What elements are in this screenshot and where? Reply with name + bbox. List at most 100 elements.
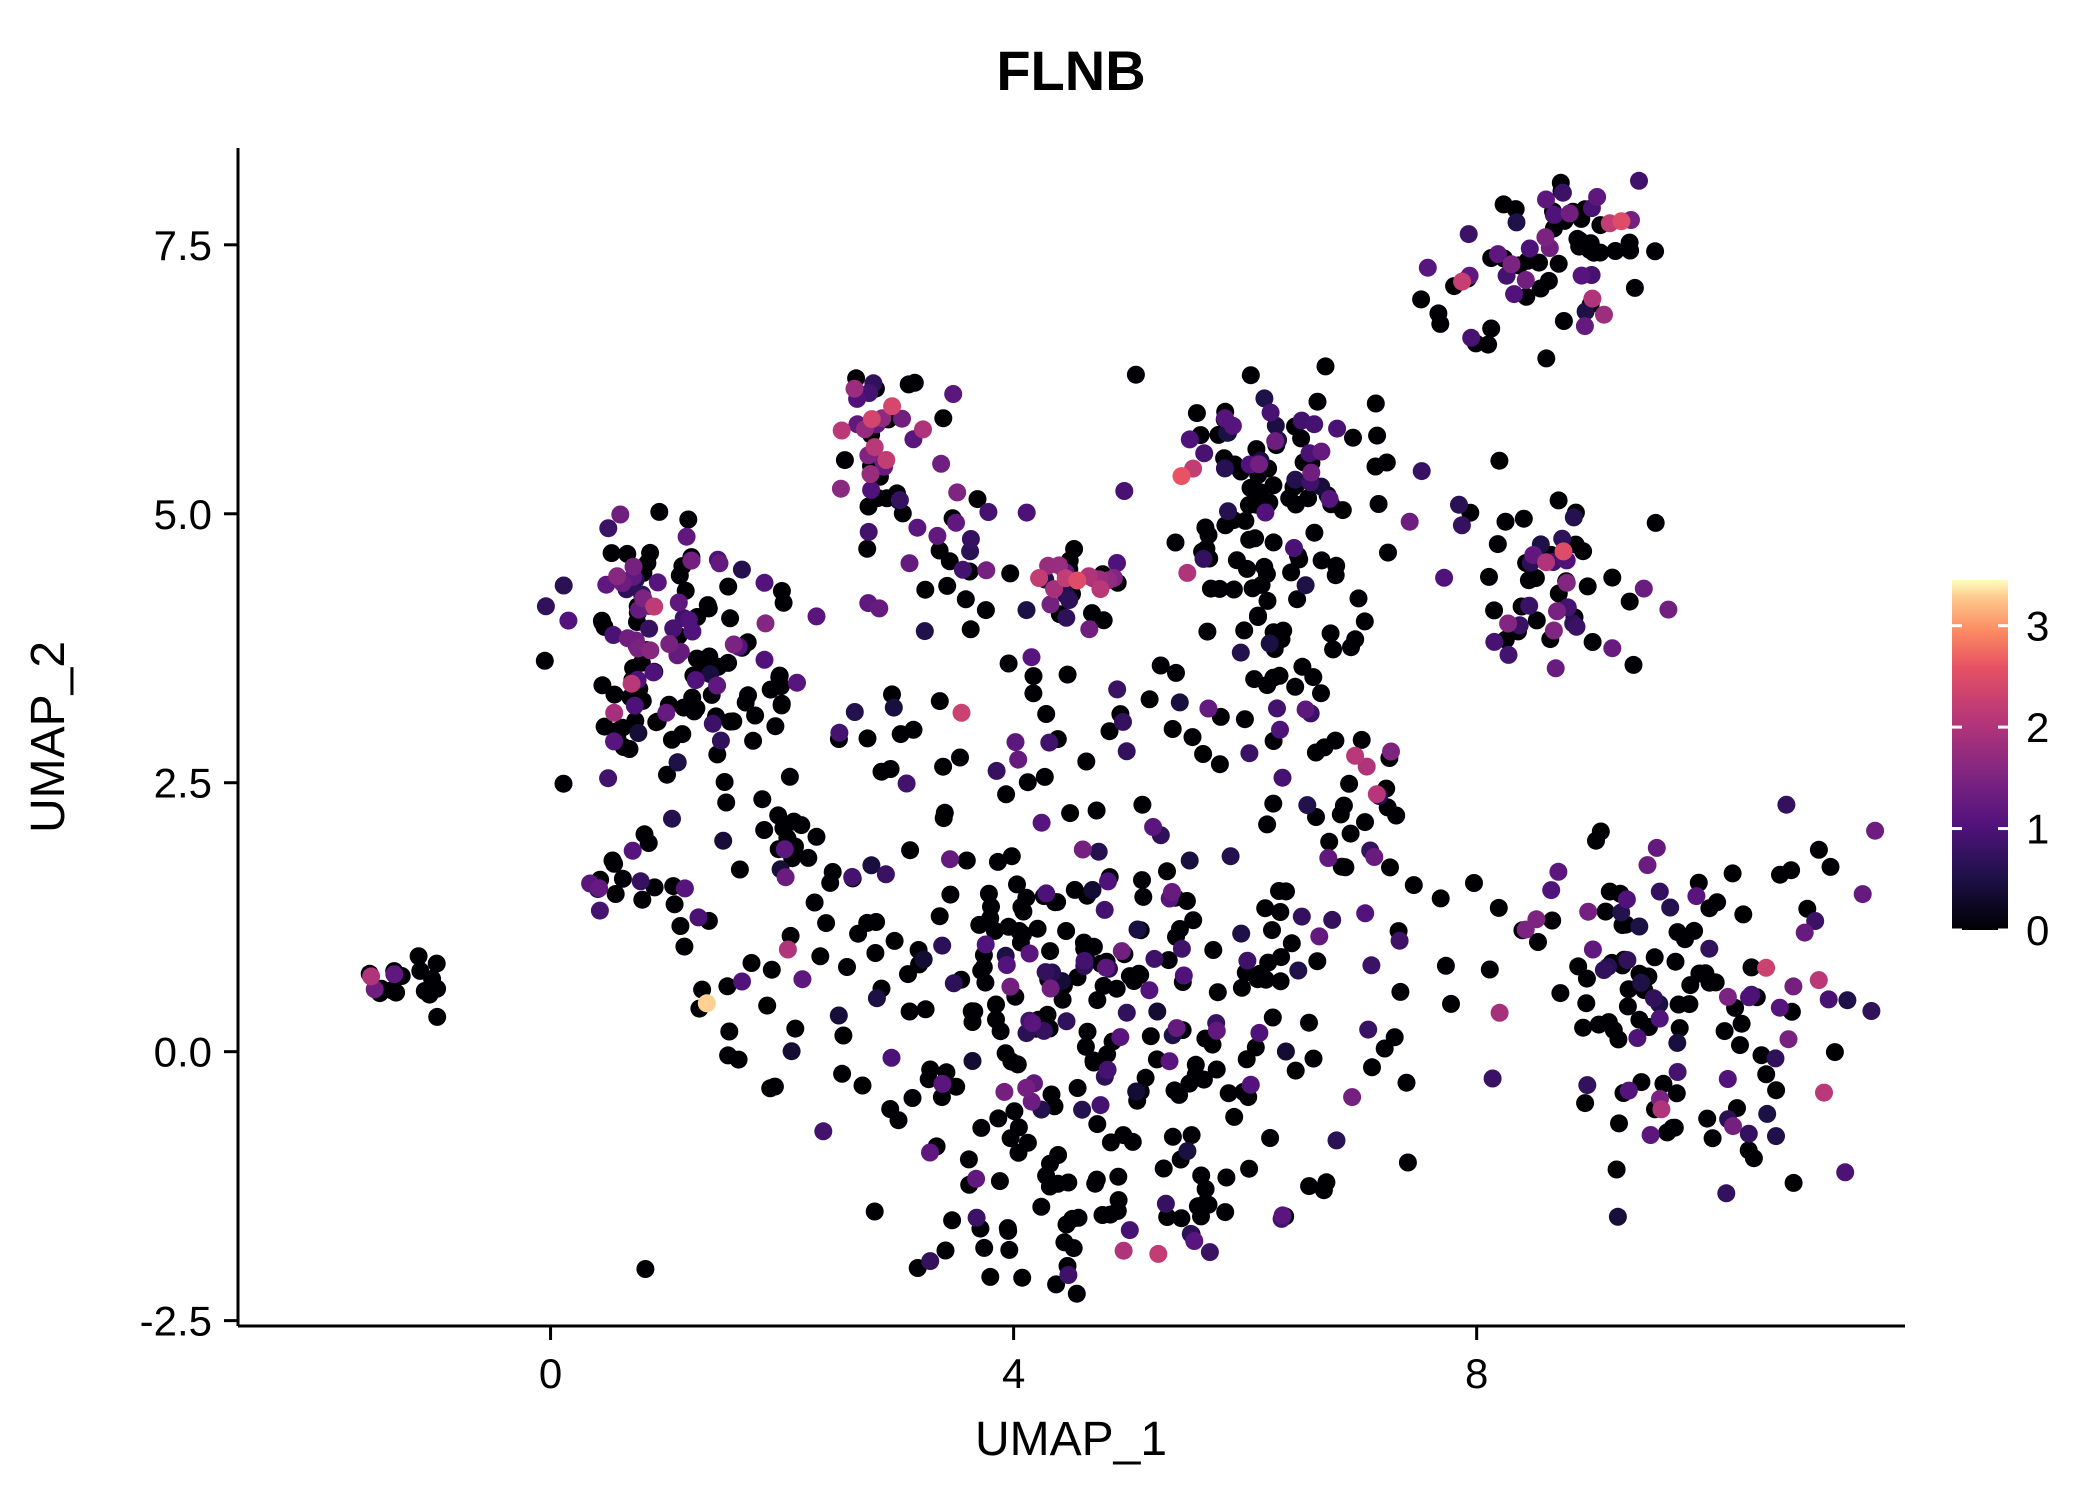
data-point	[1178, 1142, 1197, 1161]
data-point	[1088, 1115, 1107, 1134]
data-point	[1404, 876, 1423, 895]
data-point	[1717, 1184, 1736, 1203]
data-point	[658, 765, 676, 784]
data-point	[1620, 592, 1639, 611]
data-point	[862, 410, 881, 429]
data-point	[1537, 553, 1556, 572]
data-point	[753, 790, 772, 809]
data-point	[1241, 366, 1260, 385]
data-point	[1114, 712, 1132, 731]
data-point	[1009, 750, 1028, 769]
data-point	[900, 554, 919, 573]
data-point	[782, 1042, 801, 1061]
data-point	[1232, 978, 1251, 997]
data-point	[771, 677, 790, 696]
data-point	[1022, 648, 1041, 667]
data-point	[710, 554, 729, 573]
data-point	[719, 1046, 738, 1065]
data-point	[682, 551, 701, 570]
data-point	[1537, 349, 1556, 368]
data-point	[1668, 1033, 1687, 1052]
data-point	[756, 614, 775, 633]
data-point	[590, 879, 609, 898]
data-point	[944, 974, 963, 993]
plot-title: FLNB	[996, 39, 1145, 102]
data-point	[981, 909, 1000, 928]
data-point	[1286, 677, 1305, 696]
data-point	[755, 821, 774, 839]
data-point	[1264, 476, 1283, 495]
data-point	[1273, 1206, 1292, 1225]
data-point	[1527, 910, 1546, 929]
data-point	[1061, 804, 1080, 823]
data-point	[721, 712, 740, 731]
data-point	[719, 653, 738, 672]
data-point	[1596, 902, 1615, 921]
data-point	[1578, 577, 1597, 596]
data-point	[1715, 1022, 1734, 1041]
data-point	[698, 596, 717, 615]
data-point	[862, 481, 881, 499]
data-point	[1320, 489, 1339, 508]
data-point	[717, 793, 736, 812]
data-point	[755, 650, 774, 669]
data-point	[686, 671, 705, 690]
colorbar-tick-label: 3	[2026, 603, 2049, 650]
data-point	[664, 619, 683, 638]
data-point	[890, 491, 909, 510]
data-point	[625, 696, 644, 715]
data-point	[938, 576, 957, 595]
data-point	[952, 703, 971, 722]
data-point	[1108, 554, 1126, 572]
data-point	[908, 518, 927, 537]
data-point	[1442, 994, 1460, 1013]
data-point	[1595, 305, 1613, 324]
data-point	[775, 840, 794, 859]
data-point	[1362, 956, 1381, 975]
data-point	[1382, 742, 1400, 761]
data-point	[1331, 805, 1350, 824]
data-point	[1073, 840, 1092, 859]
data-point	[934, 757, 953, 776]
data-point	[979, 503, 998, 521]
data-point	[415, 982, 434, 1000]
data-point	[1450, 495, 1468, 514]
data-point	[711, 731, 730, 750]
data-point	[1008, 875, 1026, 894]
data-point	[1045, 580, 1064, 599]
data-point	[995, 1082, 1014, 1101]
data-point	[1608, 1207, 1627, 1226]
data-point	[1053, 990, 1072, 1009]
data-point	[1035, 767, 1054, 786]
data-point	[1779, 1030, 1798, 1049]
data-point	[1299, 489, 1318, 508]
data-point	[1144, 818, 1163, 836]
data-point	[559, 611, 578, 630]
data-point	[1606, 242, 1625, 260]
data-point	[1836, 1163, 1855, 1182]
data-point	[1196, 1180, 1215, 1198]
data-point	[1578, 1076, 1597, 1095]
data-point	[1488, 535, 1507, 554]
data-point	[883, 685, 901, 704]
data-point	[1718, 987, 1737, 1006]
data-point	[1282, 563, 1301, 582]
data-point	[715, 773, 734, 791]
data-point	[1296, 576, 1315, 595]
data-point	[1591, 822, 1610, 841]
data-point	[1177, 892, 1196, 910]
data-point	[1170, 693, 1189, 712]
data-point	[1001, 564, 1020, 583]
data-point	[1583, 633, 1602, 651]
data-point	[1489, 898, 1508, 917]
data-point	[932, 454, 951, 473]
data-point	[697, 994, 716, 1013]
data-point	[1266, 432, 1285, 451]
data-point	[1217, 1168, 1236, 1187]
data-point	[1208, 983, 1227, 1002]
data-point	[1784, 977, 1803, 996]
data-point	[933, 936, 952, 955]
data-point	[1617, 890, 1636, 909]
data-point	[877, 451, 896, 469]
